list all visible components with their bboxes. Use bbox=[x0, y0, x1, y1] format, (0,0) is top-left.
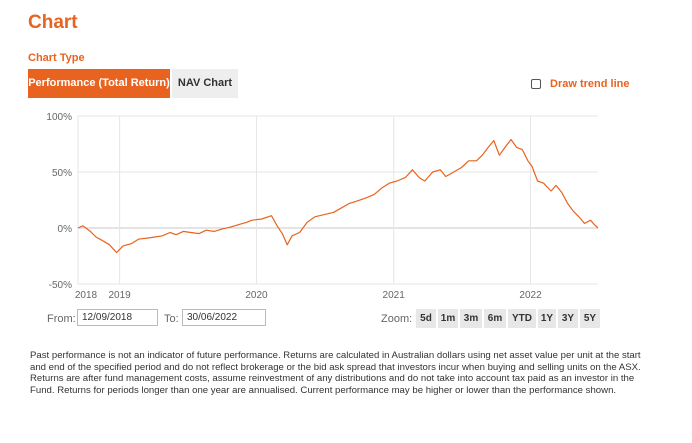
x-tick-label: 2022 bbox=[519, 290, 542, 301]
from-label: From: bbox=[47, 313, 76, 325]
page-title: Chart bbox=[28, 12, 78, 33]
zoom-5y-button[interactable]: 5Y bbox=[580, 309, 600, 328]
y-tick-label: 100% bbox=[46, 112, 72, 123]
chart-type-label: Chart Type bbox=[28, 52, 85, 64]
disclaimer-text: Past performance is not an indicator of … bbox=[30, 350, 641, 396]
trend-line-checkbox[interactable] bbox=[531, 79, 541, 89]
zoom-ytd-button[interactable]: YTD bbox=[508, 309, 536, 328]
zoom-3y-button[interactable]: 3Y bbox=[558, 309, 578, 328]
y-tick-label: 0% bbox=[58, 224, 73, 235]
performance-series-line bbox=[77, 138, 599, 254]
x-tick-label: 2019 bbox=[108, 290, 131, 301]
zoom-label: Zoom: bbox=[381, 313, 413, 325]
to-label: To: bbox=[164, 313, 179, 325]
performance-chart[interactable]: 100% 50% 0% -50%2018 2019 2020 2021 2022 bbox=[0, 105, 692, 301]
zoom-3m-button[interactable]: 3m bbox=[460, 309, 482, 328]
draw-trend-line-toggle[interactable]: Draw trend line bbox=[531, 78, 629, 90]
tab-performance-total-return[interactable]: Performance (Total Return) bbox=[28, 69, 170, 98]
y-tick-label: -50% bbox=[49, 280, 72, 291]
tab-nav-chart[interactable]: NAV Chart bbox=[172, 69, 238, 98]
trend-line-label[interactable]: Draw trend line bbox=[550, 78, 630, 90]
zoom-5d-button[interactable]: 5d bbox=[416, 309, 436, 328]
y-tick-label: 50% bbox=[52, 168, 72, 179]
zoom-1m-button[interactable]: 1m bbox=[438, 309, 458, 328]
from-date-input[interactable] bbox=[77, 309, 158, 326]
x-tick-label: 2018 bbox=[75, 290, 98, 301]
zoom-1y-button[interactable]: 1Y bbox=[538, 309, 556, 328]
x-tick-label: 2021 bbox=[383, 290, 406, 301]
zoom-6m-button[interactable]: 6m bbox=[484, 309, 506, 328]
x-tick-label: 2020 bbox=[245, 290, 268, 301]
to-date-input[interactable] bbox=[182, 309, 266, 326]
